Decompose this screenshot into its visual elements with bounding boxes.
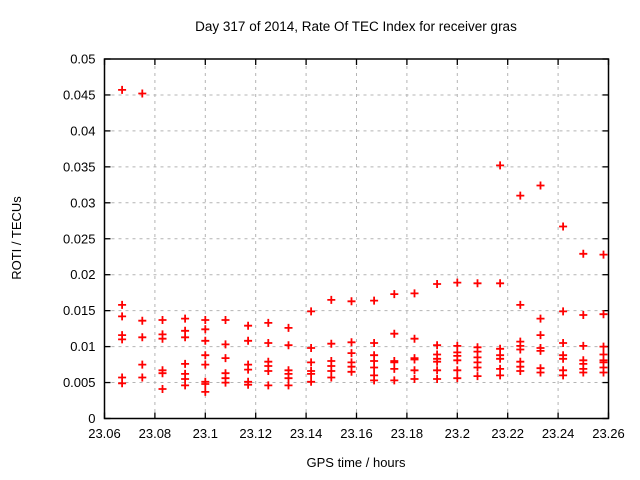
x-tick-label: 23.06 — [88, 426, 121, 441]
y-tick-label: 0.035 — [63, 159, 96, 174]
scatter-points — [118, 85, 608, 396]
x-tick-label: 23.2 — [445, 426, 470, 441]
x-tick-label: 23.16 — [340, 426, 373, 441]
y-tick-label: 0.015 — [63, 303, 96, 318]
x-tick-label: 23.08 — [139, 426, 172, 441]
x-tick-label: 23.14 — [290, 426, 323, 441]
y-tick-label: 0.005 — [63, 375, 96, 390]
chart-title: Day 317 of 2014, Rate Of TEC Index for r… — [195, 19, 517, 34]
y-tick-label: 0.01 — [70, 339, 95, 354]
y-tick-label: 0 — [88, 411, 95, 426]
y-tick-label: 0.02 — [70, 267, 95, 282]
y-tick-label: 0.03 — [70, 195, 95, 210]
y-axis-label: ROTI / TECUs — [9, 196, 24, 280]
x-tick-label: 23.1 — [193, 426, 218, 441]
x-tick-label: 23.18 — [391, 426, 424, 441]
x-tick-labels: 23.06 23.08 23.1 23.12 23.14 23.16 23.18 23.2 23… — [88, 426, 625, 441]
y-tick-labels: 0 0.005 0.01 0.015 0.02 0.025 0.03 0.035 0.04 0.0… — [63, 52, 96, 427]
plot-border — [103, 58, 610, 420]
grid-lines — [104, 59, 609, 419]
x-axis-label: GPS time / hours — [307, 455, 406, 470]
y-tick-label: 0.045 — [63, 87, 96, 102]
x-tick-label: 23.22 — [491, 426, 524, 441]
x-tick-label: 23.24 — [542, 426, 575, 441]
x-tick-label: 23.12 — [239, 426, 272, 441]
scatter-series-roti — [118, 85, 608, 396]
y-tick-label: 0.04 — [70, 123, 95, 138]
y-tick-label: 0.05 — [70, 52, 95, 67]
x-tick-label: 23.26 — [592, 426, 625, 441]
y-tick-label: 0.025 — [63, 231, 96, 246]
